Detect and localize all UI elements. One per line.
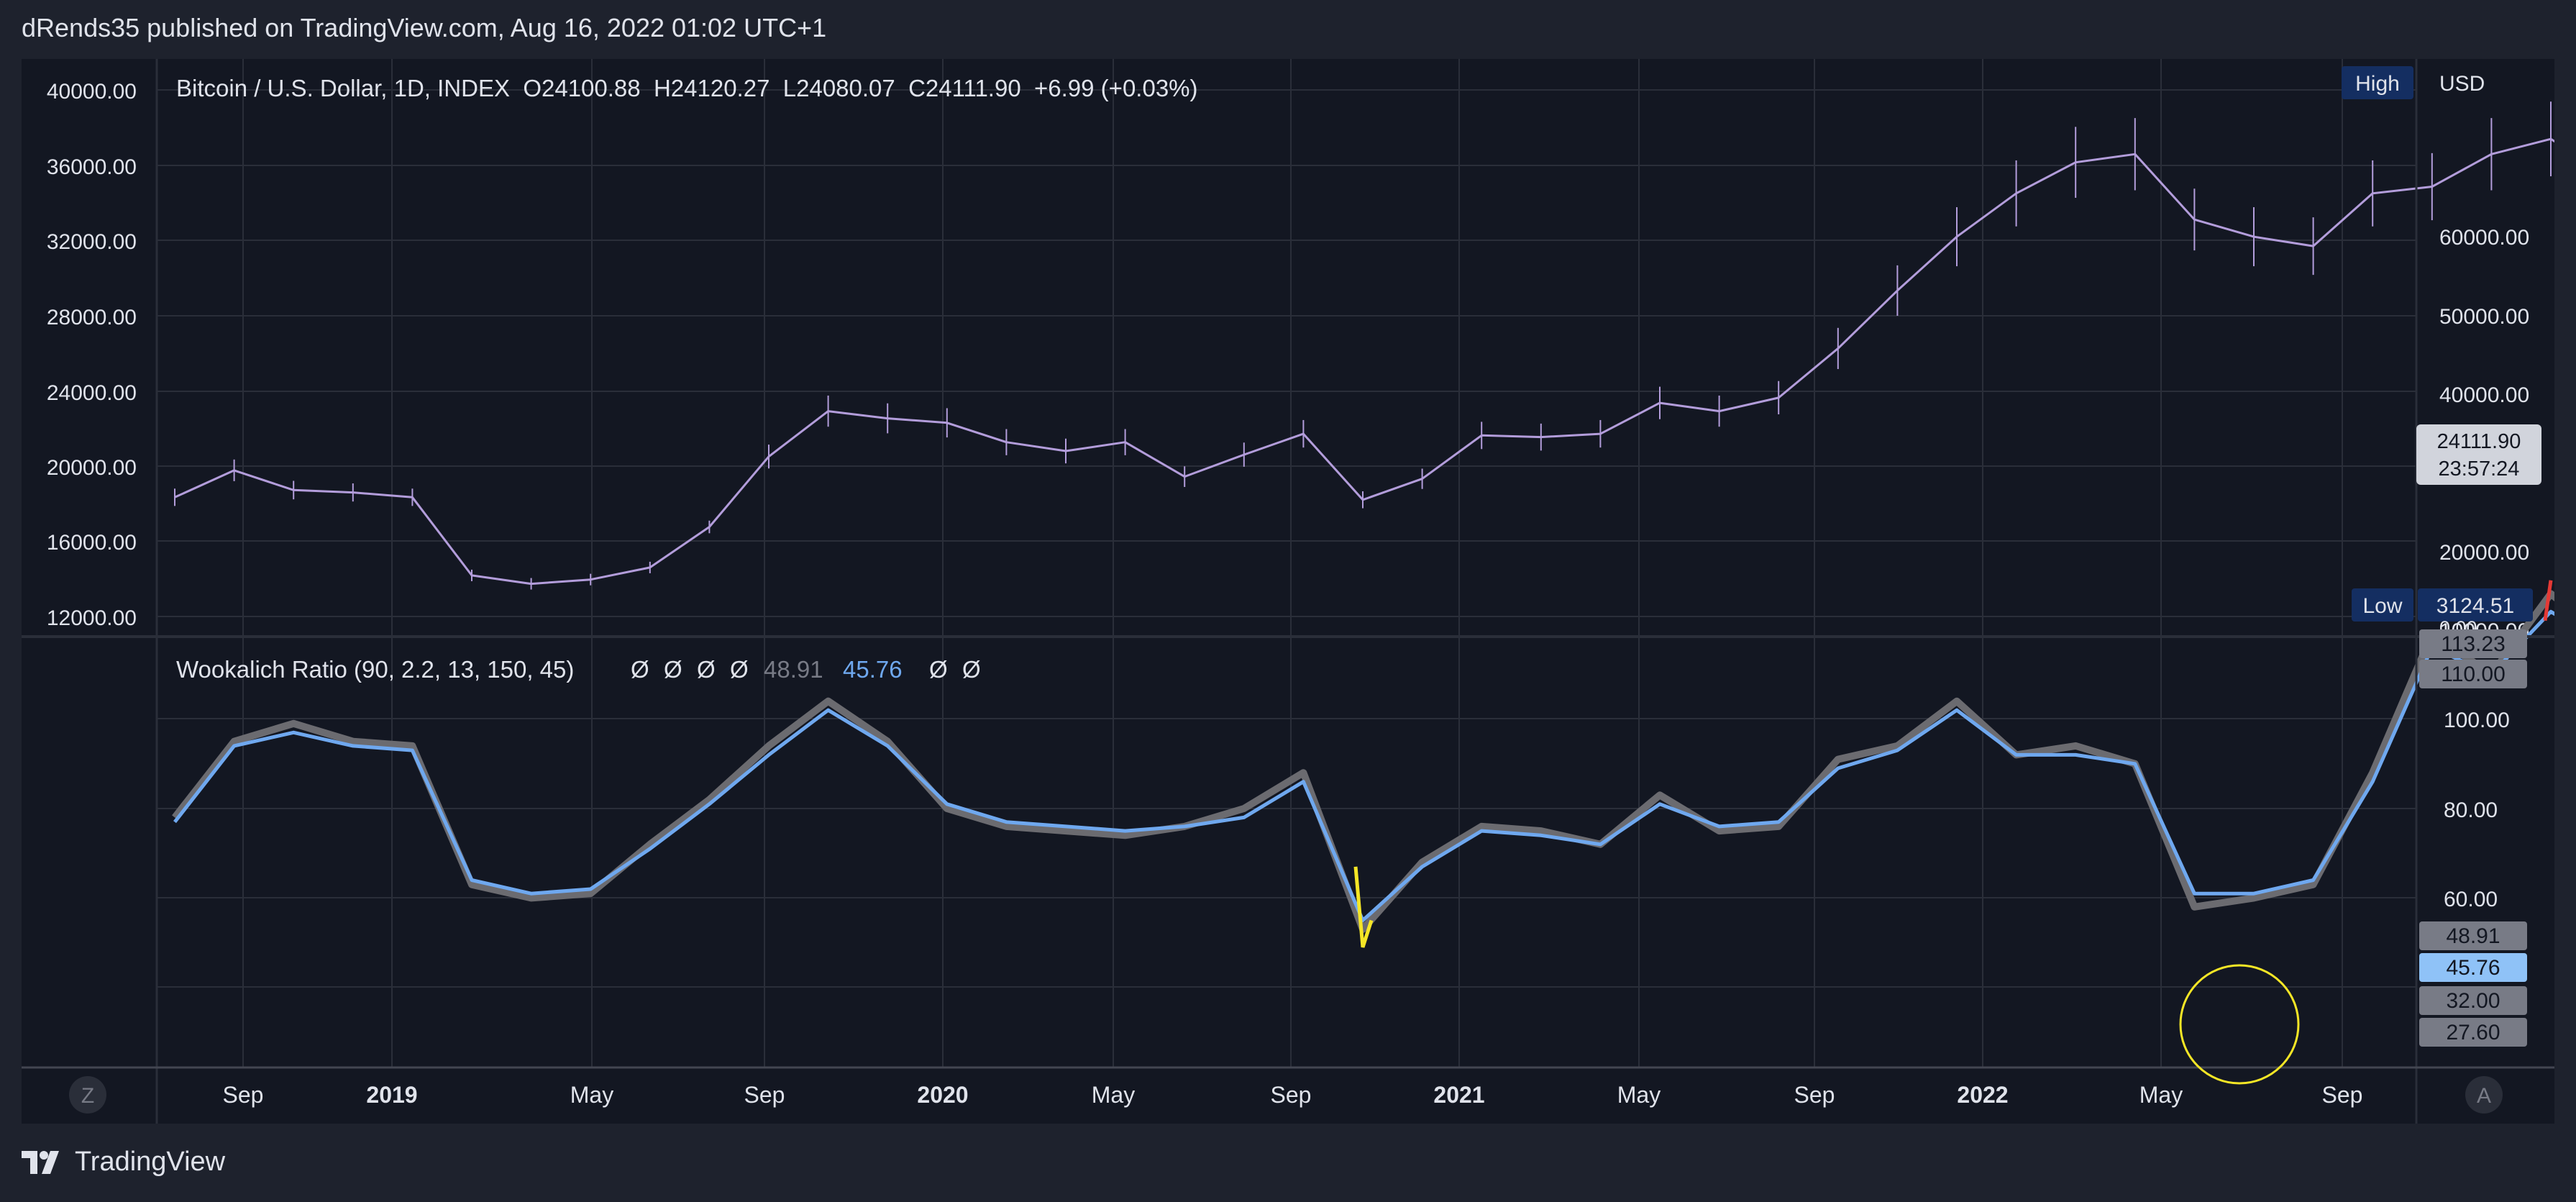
time-label: Sep [1271, 1082, 1312, 1108]
time-label: 2020 [917, 1082, 968, 1108]
ratio-legend-symbol: Ø [631, 656, 649, 683]
time-label: Sep [744, 1082, 785, 1108]
left-axis-label: 28000.00 [47, 306, 137, 329]
ratio-legend-symbol: Ø [697, 656, 716, 683]
chart-frame[interactable]: 40000.00 36000.00 32000.00 28000.00 24000.00… [22, 59, 2554, 1124]
bottom-highlight-circle [2179, 964, 2300, 1085]
ratio-low-extreme-marker [1353, 866, 1374, 948]
left-axis-label: 32000.00 [47, 230, 137, 254]
ratio-legend-title: Wookalich Ratio (90, 2.2, 13, 150, 45) [176, 656, 574, 683]
right-axis-label: 40000.00 [2439, 383, 2529, 407]
ratio-badge-label: 27.60 [2446, 1021, 2500, 1044]
left-axis-label: 36000.00 [47, 155, 137, 179]
annotations [22, 59, 2554, 1124]
last-price-badge [2416, 424, 2541, 485]
ratio-badge-label: 110.00 [2441, 663, 2506, 686]
price-legend: Bitcoin / U.S. Dollar, 1D, INDEX O24100.… [176, 75, 1198, 101]
price-line [174, 137, 2554, 586]
publisher-line: dRends35 published on TradingView.com, A… [22, 13, 827, 42]
time-label: May [2139, 1082, 2183, 1108]
ratio-legend-value-smooth: 45.76 [843, 656, 903, 683]
ratio-badge-label: 48.91 [2446, 924, 2500, 948]
ratio-badge-bg [2419, 1018, 2527, 1047]
time-label: 2019 [366, 1082, 417, 1108]
ratio-series [172, 580, 2554, 948]
time-label: May [570, 1082, 613, 1108]
low-value-badge [2418, 588, 2533, 622]
tradingview-brand[interactable]: TradingView [22, 1147, 225, 1178]
ratio-badge-bg [2419, 953, 2527, 982]
ratio-badge-label: 113.23 [2441, 632, 2506, 656]
left-axis-label: 16000.00 [47, 531, 137, 555]
ratio-badge-bg [2419, 629, 2527, 658]
left-axis-label: 20000.00 [47, 456, 137, 480]
time-label: May [1617, 1082, 1661, 1108]
ratio-raw-line [172, 590, 2554, 933]
low-badge [2352, 588, 2413, 622]
ratio-axis-label: 100.00 [2444, 709, 2510, 732]
time-label: Sep [223, 1082, 264, 1108]
time-label: May [1092, 1082, 1135, 1108]
tradingview-logo-icon [22, 1150, 59, 1174]
last-price-value: 24111.90 [2437, 430, 2521, 453]
low-value: 3124.51 [2436, 594, 2514, 618]
ratio-badge-bg [2419, 986, 2527, 1015]
ratio-badge-label: 32.00 [2446, 989, 2500, 1013]
time-label: 2022 [1957, 1082, 2008, 1108]
high-badge [2342, 66, 2413, 99]
ratio-legend-symbol: Ø [664, 656, 682, 683]
grid-layer: 40000.00 36000.00 32000.00 28000.00 24000.00… [47, 59, 2529, 1067]
ratio-smooth-line [173, 609, 2554, 922]
auto-scale-button-circle[interactable] [2465, 1076, 2503, 1114]
left-axis-label: 40000.00 [47, 80, 137, 104]
time-label: Sep [2322, 1082, 2363, 1108]
ratio-axis-label: 60.00 [2444, 888, 2498, 911]
axis-layer: Bitcoin / U.S. Dollar, 1D, INDEX O24100.… [69, 66, 2541, 1114]
currency-label: USD [2439, 72, 2485, 96]
chart-canvas[interactable]: 40000.00 36000.00 32000.00 28000.00 24000.00… [22, 59, 2554, 1124]
ratio-axis-label: 80.00 [2444, 798, 2498, 822]
ratio-legend-values: Ø Ø Ø Ø 48.91 45.76 Ø Ø [631, 656, 981, 683]
time-axis-labels: Sep 2019 May Sep 2020 May Sep 2021 May Sep 2022 May… [223, 1082, 2363, 1108]
left-axis-label: 24000.00 [47, 381, 137, 405]
ratio-high-extreme-marker [2543, 580, 2553, 622]
price-series [174, 101, 2554, 590]
right-axis-label: 60000.00 [2439, 226, 2529, 250]
ratio-legend-symbol-after: Ø [929, 656, 948, 683]
ratio-badge-bg [2419, 921, 2527, 950]
right-axis-label: 20000.00 [2439, 541, 2529, 565]
brand-name: TradingView [75, 1147, 226, 1177]
ratio-badges: 113.23 110.00 48.91 45.76 32.00 27.60 [2419, 629, 2527, 1047]
ratio-legend-symbol-after: Ø [962, 656, 981, 683]
ratio-badge-bg [2419, 660, 2527, 688]
auto-scale-button[interactable]: A [2477, 1084, 2491, 1108]
ratio-legend-value-raw: 48.91 [764, 656, 823, 683]
left-axis-label: 12000.00 [47, 606, 137, 630]
high-label: High [2355, 72, 2400, 96]
low-label: Low [2362, 594, 2402, 618]
ratio-badge-label: 45.76 [2446, 956, 2500, 980]
time-label: 2021 [1433, 1082, 1484, 1108]
countdown-value: 23:57:24 [2439, 457, 2520, 481]
reset-scale-button-circle[interactable] [69, 1076, 106, 1114]
ratio-legend-symbol: Ø [730, 656, 749, 683]
time-label: Sep [1794, 1082, 1835, 1108]
reset-scale-button[interactable]: Z [81, 1084, 94, 1108]
right-axis-label: 50000.00 [2439, 305, 2529, 329]
